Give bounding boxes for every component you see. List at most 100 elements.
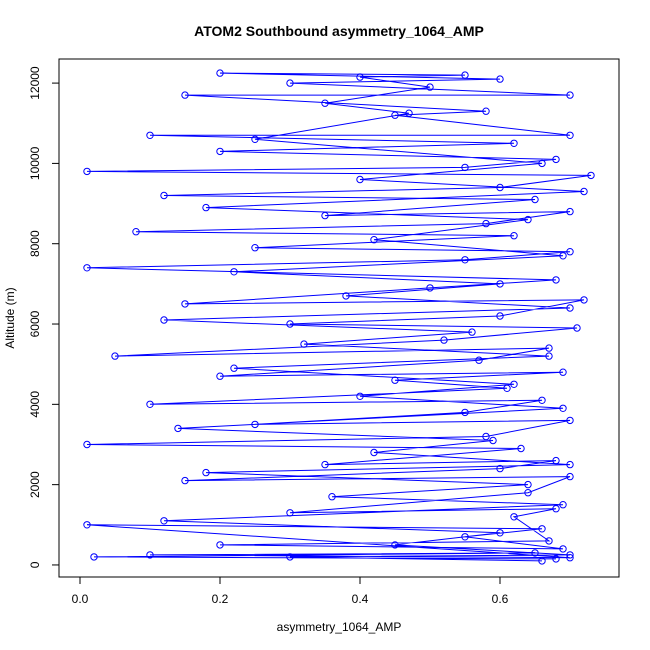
- data-point: [160, 191, 168, 200]
- data-point: [83, 440, 91, 449]
- data-point: [552, 456, 560, 465]
- data-point: [552, 155, 560, 164]
- data-point: [496, 529, 504, 537]
- data-point: [510, 139, 518, 148]
- data-point: [391, 541, 399, 549]
- data-point: [566, 207, 574, 216]
- data-point: [531, 549, 539, 557]
- series-line: [86, 72, 592, 562]
- data-point: [181, 476, 189, 485]
- data-point: [489, 436, 497, 445]
- data-point: [482, 107, 490, 115]
- data-point: [342, 292, 350, 300]
- data-point: [83, 521, 91, 529]
- data-point: [566, 551, 574, 559]
- data-point: [559, 545, 567, 553]
- x-tick-label: 0.2: [212, 592, 229, 606]
- data-point: [160, 316, 168, 324]
- y-tick-label: 2000: [28, 471, 42, 498]
- data-point: [356, 73, 364, 81]
- data-point: [230, 364, 238, 372]
- data-point: [216, 69, 224, 77]
- data-point: [559, 404, 567, 412]
- data-point: [566, 91, 574, 99]
- data-point: [405, 109, 413, 117]
- data-point: [286, 509, 294, 517]
- data-point: [496, 75, 504, 83]
- data-point: [146, 400, 154, 408]
- data-point: [468, 328, 476, 336]
- y-tick-label: 0: [28, 561, 42, 568]
- data-point: [251, 135, 259, 144]
- data-point: [496, 280, 504, 288]
- data-point: [370, 448, 378, 457]
- data-point: [160, 517, 168, 525]
- data-point: [391, 376, 399, 384]
- data-point: [174, 424, 182, 433]
- y-axis: 0 2000 4000 6000 8000 10000 12000: [28, 66, 60, 568]
- data-point: [251, 244, 259, 252]
- plot-frame: [58, 58, 620, 578]
- data-point: [566, 554, 574, 562]
- data-point: [321, 460, 329, 469]
- data-point: [181, 300, 189, 308]
- data-point: [559, 501, 567, 509]
- data-point: [286, 553, 294, 561]
- y-tick-label: 10000: [28, 146, 42, 180]
- data-point: [510, 232, 518, 240]
- y-tick-label: 8000: [28, 230, 42, 257]
- data-point: [524, 480, 532, 489]
- data-point: [566, 131, 574, 140]
- data-point: [552, 276, 560, 284]
- data-point: [286, 79, 294, 87]
- y-tick-label: 12000: [28, 66, 42, 100]
- data-point: [524, 489, 532, 497]
- data-point: [510, 380, 518, 388]
- data-point: [286, 320, 294, 328]
- data-point: [321, 99, 329, 107]
- data-point: [111, 352, 119, 360]
- data-point: [83, 167, 91, 176]
- series-layer: [83, 69, 595, 565]
- data-point: [503, 384, 511, 392]
- data-point: [181, 91, 189, 99]
- data-point: [461, 71, 469, 79]
- data-point: [559, 252, 567, 260]
- data-point: [216, 372, 224, 380]
- data-point: [90, 553, 98, 561]
- data-point: [426, 284, 434, 292]
- data-point: [202, 468, 210, 477]
- data-point: [370, 236, 378, 244]
- data-point: [545, 537, 553, 545]
- data-point: [251, 420, 259, 429]
- y-tick-label: 4000: [28, 391, 42, 418]
- data-point: [356, 392, 364, 400]
- data-point: [216, 541, 224, 549]
- data-point: [538, 396, 546, 404]
- x-axis: 0.0 0.2 0.4 0.6: [72, 576, 509, 606]
- x-tick-label: 0.6: [492, 592, 509, 606]
- data-point: [580, 296, 588, 304]
- data-point: [545, 344, 553, 352]
- data-point: [461, 408, 469, 417]
- data-point: [496, 312, 504, 320]
- x-axis-label: asymmetry_1064_AMP: [277, 620, 402, 634]
- data-point: [566, 416, 574, 425]
- data-point: [132, 228, 140, 236]
- data-point: [300, 340, 308, 348]
- data-point: [461, 533, 469, 541]
- data-point: [146, 131, 154, 140]
- data-point: [146, 551, 154, 559]
- data-point: [538, 159, 546, 168]
- y-tick-label: 6000: [28, 310, 42, 337]
- data-point: [552, 555, 560, 563]
- data-point: [538, 525, 546, 533]
- data-point: [517, 444, 525, 453]
- data-point: [230, 268, 238, 276]
- data-point: [482, 432, 490, 441]
- data-point: [440, 336, 448, 344]
- data-point: [475, 356, 483, 364]
- data-point: [321, 211, 329, 220]
- data-point: [580, 187, 588, 196]
- plot-area: [58, 58, 620, 578]
